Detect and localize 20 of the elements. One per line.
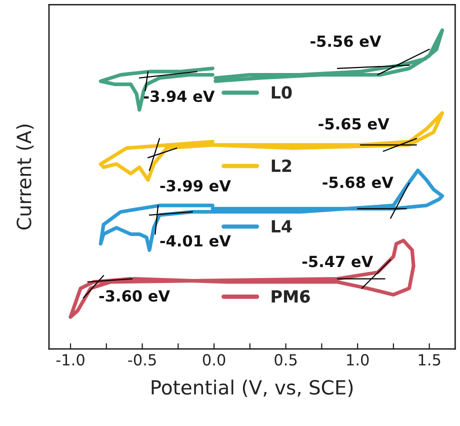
annotation: -5.47 eV [302, 256, 374, 268]
annotation: -5.68 eV [322, 176, 394, 188]
x-axis-title: Potential (V, vs, SCE) [152, 380, 353, 397]
annotation: -4.01 eV [160, 235, 231, 247]
annotation: -3.94 eV [144, 90, 215, 102]
y-axis-title: Current (A) [16, 124, 34, 230]
annotation: -3.60 eV [99, 290, 170, 302]
annotation: -3.99 eV [160, 180, 231, 192]
annotation: -5.65 eV [318, 118, 390, 130]
x-tick-label: 1.0 [347, 354, 369, 366]
legend-label: L2 [272, 159, 292, 172]
legend-label: PM6 [272, 290, 310, 303]
x-tick-label: -1.0 [56, 354, 84, 366]
annotation: -5.56 eV [310, 35, 382, 47]
legend-label: L4 [272, 220, 292, 232]
x-tick-label: 0.0 [202, 354, 226, 366]
x-tick-label: 0.5 [274, 354, 297, 366]
legend-label: L0 [272, 86, 292, 99]
x-tick-label: 1.5 [418, 354, 440, 366]
x-tick-label: -0.5 [128, 354, 156, 366]
